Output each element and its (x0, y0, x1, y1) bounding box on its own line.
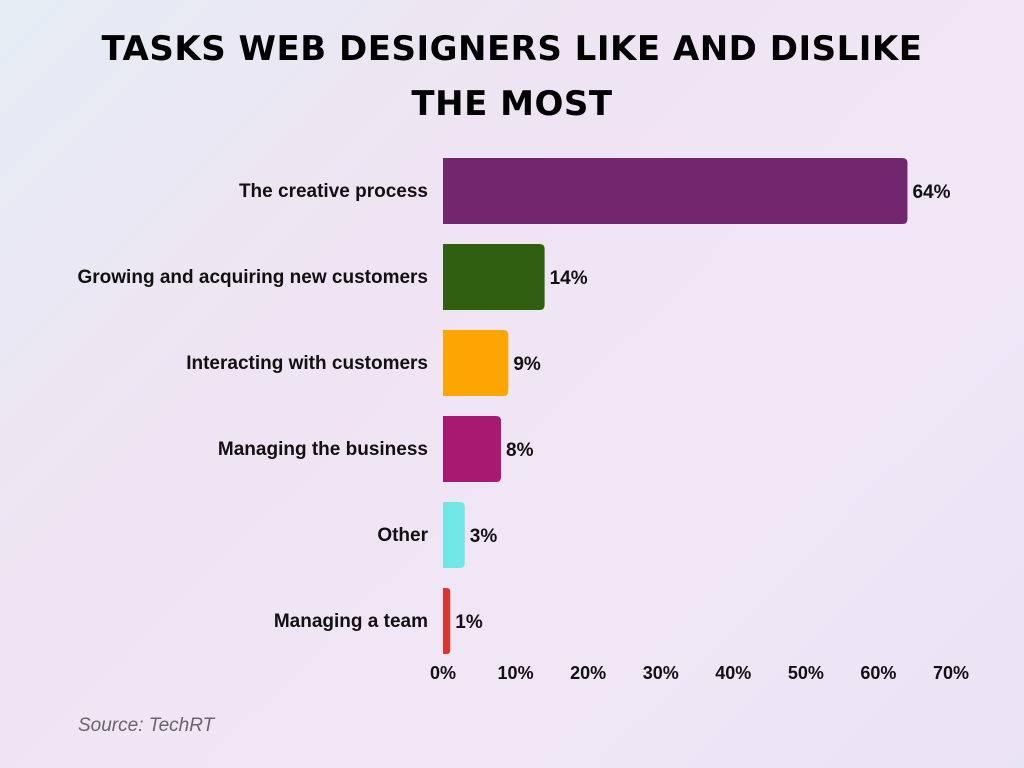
chart-title: TASKS WEB DESIGNERS LIKE AND DISLIKE THE… (101, 29, 923, 124)
category-label-3: Managing the business (218, 439, 428, 460)
category-label-0: The creative process (239, 181, 428, 202)
category-label-1: Growing and acquiring new customers (78, 267, 429, 288)
bar-2 (443, 330, 509, 396)
bar-4 (443, 502, 465, 568)
bar-0 (443, 158, 908, 224)
value-label-3: 8% (506, 440, 534, 461)
x-tick-label-7: 70% (933, 663, 969, 683)
bar-5 (443, 588, 451, 654)
value-label-4: 3% (470, 526, 498, 547)
category-label-4: Other (377, 525, 428, 546)
x-tick-label-3: 30% (643, 663, 679, 683)
x-tick-label-5: 50% (788, 663, 824, 683)
category-label-5: Managing a team (274, 611, 428, 632)
category-label-2: Interacting with customers (186, 353, 428, 374)
bar-3 (443, 416, 502, 482)
x-tick-label-6: 60% (860, 663, 896, 683)
x-tick-label-4: 40% (715, 663, 751, 683)
x-tick-label-1: 10% (498, 663, 534, 683)
x-tick-label-0: 0% (430, 663, 456, 683)
value-label-5: 1% (455, 612, 483, 633)
value-label-0: 64% (912, 182, 950, 203)
value-label-1: 14% (550, 268, 588, 289)
value-label-2: 9% (513, 354, 541, 375)
x-tick-label-2: 20% (570, 663, 606, 683)
source-note: Source: TechRT (78, 715, 215, 736)
bar-1 (443, 244, 545, 310)
